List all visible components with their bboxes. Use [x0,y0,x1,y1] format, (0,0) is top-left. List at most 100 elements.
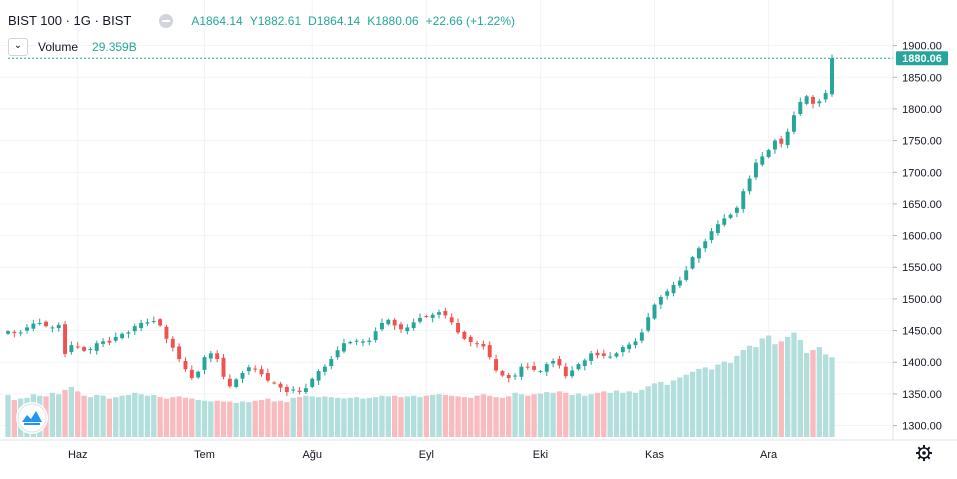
gear-icon[interactable] [916,445,932,461]
candle-body [665,291,670,296]
eye-icon[interactable] [159,13,174,28]
time-tick-label: Eyl [419,449,434,461]
candle-body [811,96,815,104]
candle-body [500,371,505,376]
volume-bar [784,336,791,437]
volume-bar [791,332,797,437]
volume-bar [391,395,398,437]
change-value: +22.66 (+1.22%) [425,13,515,28]
volume-bar [290,397,296,437]
candle-body [329,359,334,367]
volume-value: 29.359B [92,40,137,54]
candle-body [671,284,676,294]
candle-body [646,317,651,331]
candle-body [456,322,460,333]
volume-bar [49,392,56,437]
candle-body [728,214,733,218]
volume-bar [582,395,588,437]
symbol-title[interactable]: BIST 100 · 1G · BIST [8,13,132,28]
volume-bar [214,400,220,437]
volume-bar [455,396,461,437]
candle-body [779,138,784,144]
candle-body [18,332,23,334]
candle-body [715,224,720,234]
volume-bar [810,350,816,437]
candle-body [696,248,701,259]
candle-body [373,331,378,341]
candle-body [126,332,131,334]
volume-bar [385,396,391,437]
volume-bar [170,397,176,437]
candle-body [753,162,758,178]
close-value: K1880.06 [367,13,419,28]
volume-bar [506,396,512,437]
volume-bar [721,361,727,437]
candle-body [164,326,169,339]
candle-body [551,360,556,364]
volume-bar [702,367,708,437]
chevron-down-icon[interactable]: ⌄ [8,38,28,56]
volume-bar [353,397,360,437]
candle-body [44,321,48,327]
candle-body [202,357,207,370]
candle-body [601,353,606,356]
volume-bar [233,402,239,437]
price-tick-label: 1800.00 [902,104,942,116]
candle-body [538,371,543,373]
candle-body [341,343,346,352]
volume-bar [822,354,829,437]
volume-bar [816,347,822,437]
price-tick-label: 1400.00 [902,357,942,369]
candle-body [12,331,17,334]
candle-body [741,191,746,209]
candle-body [354,340,359,342]
candle-body [424,316,429,318]
candle-body [462,331,467,339]
price-tick-label: 1850.00 [902,72,942,84]
candle-body [772,140,777,150]
volume-bar [607,392,613,437]
candle-body [418,317,422,322]
volume-bar [499,397,506,437]
candle-body [481,343,486,347]
volume-bar [201,400,208,437]
volume-bar [493,397,499,437]
volume-bar [258,400,265,437]
candle-body [532,366,537,370]
candle-body [475,343,480,345]
candle-body [792,115,796,132]
volume-label[interactable]: Volume [38,40,79,54]
volume-bar [480,394,487,437]
volume-bar [778,341,784,437]
candle-body [196,371,201,378]
volume-bar [727,363,734,437]
volume-bar [468,397,474,437]
volume-bar [284,402,290,437]
volume-bar [708,369,715,437]
tradingview-logo-icon[interactable] [16,402,48,434]
volume-bar [398,397,404,437]
volume-bar [683,374,689,437]
price-candles [6,54,834,396]
candle-body [120,333,125,339]
volume-bar [588,394,594,437]
volume-bar [328,397,334,437]
candle-body [576,364,581,370]
volume-bar [474,395,480,437]
candle-body [506,374,511,379]
candle-body [570,370,575,377]
candle-body [246,367,251,372]
time-tick-label: Ara [760,449,778,461]
volume-bar [347,397,353,437]
high-label: Y [249,13,258,28]
volume-bar [525,395,531,437]
volume-bar [404,396,410,437]
volume-bar [157,397,163,437]
candle-body [443,310,448,316]
candle-body [785,131,790,146]
time-tick-label: Haz [68,449,88,461]
volume-bar [360,398,366,437]
candle-body [513,375,518,377]
